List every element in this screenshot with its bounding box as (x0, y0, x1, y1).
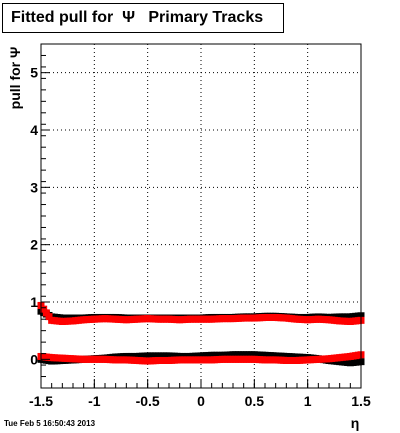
data-marker (45, 313, 53, 321)
data-marker (40, 305, 48, 313)
x-tick-label: -1 (88, 393, 101, 409)
x-tick-label: -1.5 (29, 393, 53, 409)
y-axis-label: pull for Ψ (7, 47, 23, 110)
x-axis-label: η (351, 415, 360, 431)
x-tick-label: 0 (197, 393, 205, 409)
data-marker (42, 309, 50, 317)
y-tick-label: 3 (30, 179, 38, 195)
title-box: Fitted pull for Ψ Primary Tracks (2, 3, 284, 33)
x-tick-label: 0.5 (245, 393, 265, 409)
y-tick-label: 2 (30, 237, 38, 253)
series-3 (37, 351, 365, 365)
axis-ticks: -1.5 -1 -0.5 0 0.5 1 1.5 0 1 2 3 4 5 (29, 43, 371, 409)
x-tick-label: 1.5 (351, 393, 371, 409)
plot-title: Fitted pull for Ψ Primary Tracks (11, 9, 264, 26)
grid-lines (40, 44, 362, 388)
y-tick-label: 1 (30, 294, 38, 310)
timestamp: Tue Feb 5 16:50:43 2013 (4, 419, 96, 428)
data-series (37, 301, 365, 367)
y-tick-label: 5 (30, 65, 38, 81)
x-tick-label: 1 (304, 393, 312, 409)
y-tick-label: 0 (30, 351, 38, 367)
x-tick-label: -0.5 (136, 393, 160, 409)
y-tick-label: 4 (30, 122, 38, 138)
